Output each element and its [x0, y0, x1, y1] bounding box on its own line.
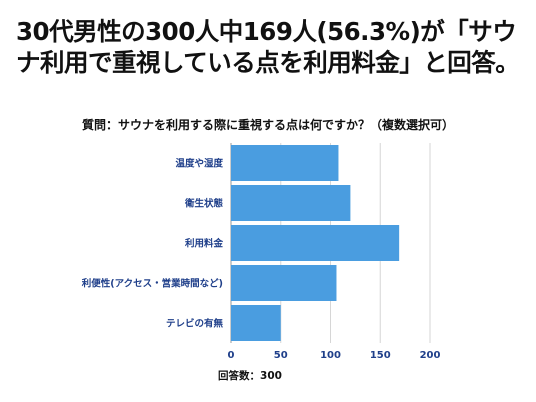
bar — [231, 265, 337, 301]
chart-title: 質問：サウナを利用する際に重視する点は何ですか？（複数選択可） — [81, 118, 454, 132]
category-label: 温度や湿度 — [175, 158, 223, 170]
category-label: 利便性(アクセス・営業時間など) — [81, 278, 223, 290]
x-axis-label: 回答数：300 — [218, 369, 282, 382]
bar — [231, 225, 400, 261]
x-tick-label: 100 — [320, 350, 341, 361]
bar — [231, 305, 281, 341]
x-tick-label: 150 — [370, 350, 391, 361]
x-tick-label: 50 — [274, 350, 288, 361]
headline: 30代男性の300人中169人(56.3%)が「サウナ利用で重視している点を利用… — [16, 17, 520, 77]
category-label: テレビの有無 — [166, 318, 224, 330]
bar — [231, 185, 351, 221]
x-tick-label: 200 — [420, 350, 441, 361]
category-label: 利用料金 — [184, 238, 224, 250]
bar — [231, 145, 339, 181]
x-tick-label: 0 — [228, 350, 235, 361]
category-label: 衛生状態 — [184, 198, 224, 210]
